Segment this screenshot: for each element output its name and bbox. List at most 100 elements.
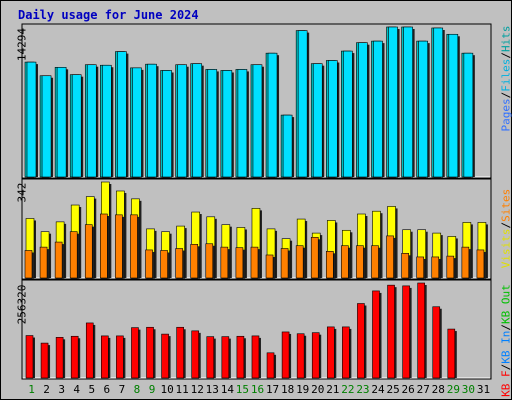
files-bar-26 bbox=[404, 27, 413, 177]
x-tick-label-12: 12 bbox=[191, 383, 204, 396]
panel2-legend: Visits/Sites bbox=[500, 179, 512, 279]
x-tick-label-18: 18 bbox=[281, 383, 294, 396]
sites-bar-4 bbox=[70, 232, 77, 278]
kbf-bar-13 bbox=[207, 337, 214, 378]
x-tick-label-30: 30 bbox=[462, 383, 475, 396]
sites-bar-23 bbox=[356, 246, 363, 278]
files-bar-16 bbox=[253, 65, 262, 177]
kbf-bar-11 bbox=[177, 327, 184, 378]
sites-bar-27 bbox=[417, 257, 424, 278]
kbf-bar-23 bbox=[357, 304, 364, 378]
x-tick-label-29: 29 bbox=[447, 383, 460, 396]
kbf-bar-16 bbox=[252, 336, 259, 378]
kbf-bar-21 bbox=[327, 327, 334, 378]
x-tick-label-28: 28 bbox=[432, 383, 445, 396]
x-tick-label-16: 16 bbox=[251, 383, 264, 396]
files-bar-20 bbox=[313, 64, 322, 177]
kbf-bar-5 bbox=[86, 323, 93, 378]
legend-files: Files bbox=[500, 59, 512, 92]
x-tick-label-6: 6 bbox=[104, 383, 111, 396]
sites-bar-6 bbox=[100, 214, 107, 278]
sites-bar-13 bbox=[206, 244, 213, 278]
files-bar-23 bbox=[358, 43, 367, 177]
kbf-bar-7 bbox=[116, 336, 123, 378]
sites-bar-15 bbox=[236, 248, 243, 278]
sites-bar-25 bbox=[387, 236, 394, 278]
kbf-bar-4 bbox=[71, 336, 78, 378]
x-tick-label-3: 3 bbox=[58, 383, 65, 396]
sites-bar-7 bbox=[115, 215, 122, 278]
x-tick-label-10: 10 bbox=[160, 383, 173, 396]
files-bar-15 bbox=[238, 69, 247, 177]
files-bar-14 bbox=[223, 70, 232, 177]
files-bar-29 bbox=[449, 34, 458, 177]
sites-bar-24 bbox=[371, 246, 378, 278]
files-bar-27 bbox=[419, 41, 428, 177]
x-tick-label-11: 11 bbox=[176, 383, 189, 396]
sites-bar-18 bbox=[281, 249, 288, 278]
kbf-bar-12 bbox=[192, 331, 199, 378]
files-bar-18 bbox=[283, 115, 292, 177]
x-tick-label-14: 14 bbox=[221, 383, 235, 396]
legend-kb-out: KB Out bbox=[500, 284, 512, 324]
files-bar-25 bbox=[389, 27, 398, 177]
x-tick-label-4: 4 bbox=[73, 383, 80, 396]
files-bar-19 bbox=[298, 31, 307, 177]
x-tick-label-24: 24 bbox=[371, 383, 385, 396]
legend-pages: Pages bbox=[500, 98, 512, 131]
kbf-bar-2 bbox=[41, 343, 48, 378]
sites-bar-30 bbox=[462, 247, 469, 278]
sites-bar-14 bbox=[221, 247, 228, 278]
files-bar-30 bbox=[464, 53, 473, 177]
files-bar-24 bbox=[373, 41, 382, 177]
kbf-bar-20 bbox=[312, 333, 319, 378]
x-tick-label-25: 25 bbox=[386, 383, 399, 396]
x-tick-label-23: 23 bbox=[356, 383, 369, 396]
files-bar-13 bbox=[208, 69, 217, 177]
legend-kb-f: KB F bbox=[500, 370, 512, 397]
x-tick-label-17: 17 bbox=[266, 383, 279, 396]
kbf-bar-27 bbox=[418, 283, 425, 378]
kbf-bar-24 bbox=[372, 291, 379, 378]
files-bar-1 bbox=[27, 62, 36, 177]
sites-bar-19 bbox=[296, 246, 303, 278]
sites-bar-8 bbox=[130, 215, 137, 278]
files-bar-28 bbox=[434, 28, 443, 177]
sites-bar-26 bbox=[402, 253, 409, 278]
panel1-ymax-label: 14294 bbox=[16, 25, 29, 65]
x-tick-label-13: 13 bbox=[206, 383, 219, 396]
x-tick-label-8: 8 bbox=[134, 383, 141, 396]
kbf-bar-28 bbox=[433, 307, 440, 378]
files-bar-17 bbox=[268, 53, 277, 177]
x-tick-label-1: 1 bbox=[28, 383, 35, 396]
kbf-bar-10 bbox=[162, 334, 169, 378]
files-bar-9 bbox=[148, 64, 157, 177]
panel1-legend: Pages/Files/Hits bbox=[500, 24, 512, 134]
sites-bar-31 bbox=[477, 250, 484, 278]
kbf-bar-25 bbox=[388, 285, 395, 378]
files-bar-4 bbox=[72, 75, 81, 177]
kbf-bar-19 bbox=[297, 334, 304, 378]
sites-bar-3 bbox=[55, 242, 62, 278]
sites-bar-5 bbox=[85, 225, 92, 278]
kbf-bar-1 bbox=[26, 336, 33, 378]
kbf-bar-29 bbox=[448, 329, 455, 378]
x-tick-label-5: 5 bbox=[88, 383, 95, 396]
x-tick-label-19: 19 bbox=[296, 383, 309, 396]
kbf-bar-26 bbox=[403, 286, 410, 378]
sites-bar-16 bbox=[251, 247, 258, 278]
kbf-bar-3 bbox=[56, 337, 63, 378]
sites-bar-12 bbox=[191, 244, 198, 278]
files-bar-22 bbox=[343, 51, 352, 177]
legend-hits: Hits bbox=[500, 26, 512, 53]
sites-bar-21 bbox=[326, 251, 333, 278]
sites-bar-10 bbox=[161, 250, 168, 278]
x-tick-label-27: 27 bbox=[417, 383, 430, 396]
x-tick-label-7: 7 bbox=[119, 383, 126, 396]
files-bar-3 bbox=[57, 67, 66, 177]
sites-bar-17 bbox=[266, 255, 273, 278]
x-tick-label-22: 22 bbox=[341, 383, 354, 396]
files-bar-8 bbox=[132, 68, 141, 177]
panel3-legend: KB F/KB In/KB Out bbox=[500, 281, 512, 401]
